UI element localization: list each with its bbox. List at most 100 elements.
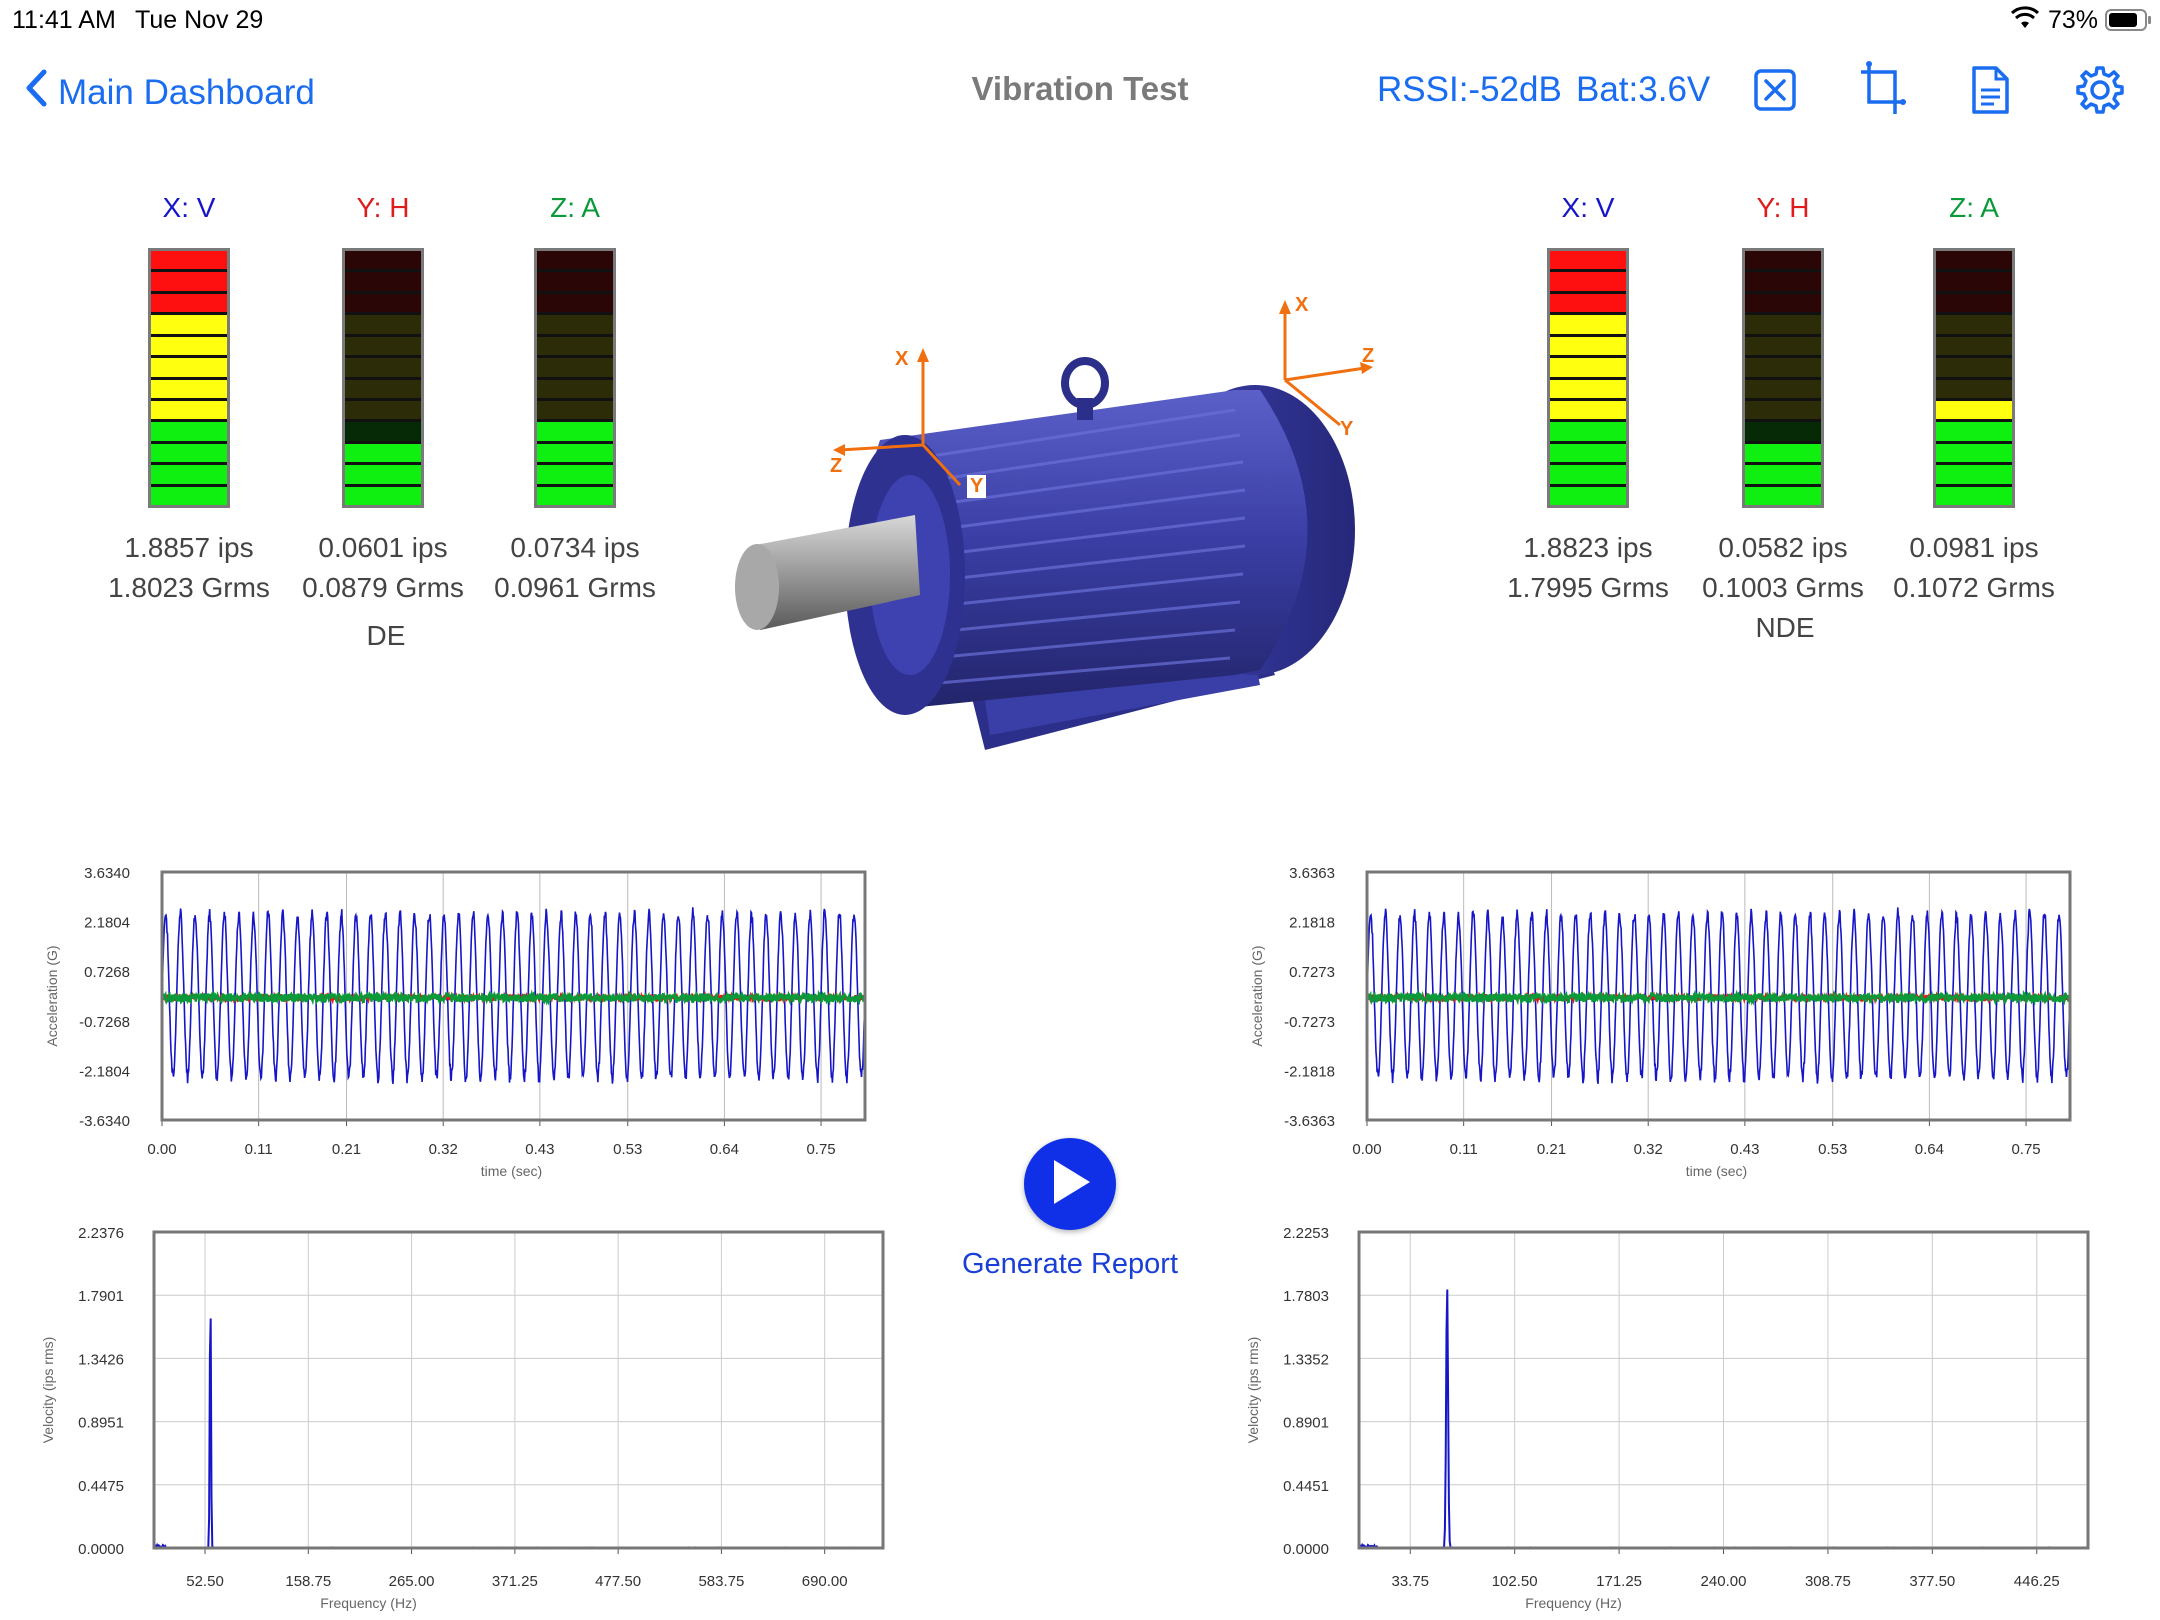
x-tick-label: 0.21 xyxy=(332,1141,361,1158)
de-axis-label-3: Z: A xyxy=(550,192,600,223)
nde-y-axis-label: Y xyxy=(1340,418,1354,440)
crop-icon xyxy=(1859,60,1907,121)
x-tick-label: 240.00 xyxy=(1701,1573,1747,1590)
rssi-readout: RSSI:-52dB xyxy=(1377,70,1562,109)
y-axis-title: Acceleration (G) xyxy=(44,945,60,1046)
meter-segment xyxy=(1745,272,1821,294)
x-axis-title: time (sec) xyxy=(1686,1163,1747,1179)
y-tick-label: -0.7273 xyxy=(1284,1014,1335,1031)
meter-segment xyxy=(1550,465,1626,487)
de-axis-label-2: Y: H xyxy=(356,192,410,223)
battery-voltage: Bat:3.6V xyxy=(1576,70,1711,109)
gear-icon xyxy=(2075,65,2125,120)
meter-segment xyxy=(1936,315,2012,337)
meter-segment xyxy=(537,336,613,359)
meter-segment xyxy=(151,336,227,359)
meter-segment xyxy=(151,465,227,487)
nde-axis-label-2: Y: H xyxy=(1756,192,1810,223)
meter-segment xyxy=(345,315,421,337)
y-tick-label: 2.2253 xyxy=(1283,1225,1329,1242)
page-title: Vibration Test xyxy=(971,70,1189,107)
meter-segment xyxy=(1550,336,1626,359)
y-tick-label: 0.0000 xyxy=(1283,1541,1329,1558)
meter-segment xyxy=(1745,379,1821,401)
x-tick-label: 52.50 xyxy=(186,1573,224,1590)
nde-grms-1: 1.7995 Grms xyxy=(1507,572,1669,603)
y-tick-label: 2.1818 xyxy=(1289,915,1335,932)
nde-fft-chart: 2.2253 1.7803 1.3352 0.8901 0.4451 0.0000 33.7… xyxy=(1245,1225,2090,1611)
y-tick-label: 0.0000 xyxy=(78,1541,124,1558)
nde-grms-2: 0.1003 Grms xyxy=(1702,572,1864,603)
crop-button[interactable] xyxy=(1853,60,1913,120)
meter-segment xyxy=(1745,358,1821,380)
y-tick-label: 0.7268 xyxy=(84,964,130,981)
meter-segment xyxy=(1550,443,1626,466)
y-tick-label: 0.8901 xyxy=(1283,1415,1329,1432)
x-tick-label: 0.11 xyxy=(245,1141,273,1158)
de-x-axis-label: X xyxy=(895,348,909,370)
back-button[interactable]: Main Dashboard xyxy=(24,68,315,117)
meter-segment xyxy=(1745,443,1821,466)
x-tick-label: 0.53 xyxy=(1818,1141,1847,1158)
nde-x-axis-label: X xyxy=(1295,294,1309,316)
play-button[interactable] xyxy=(1024,1138,1116,1230)
de-ips-3: 0.0734 ips xyxy=(510,532,640,563)
settings-button[interactable] xyxy=(2070,62,2130,122)
back-label: Main Dashboard xyxy=(58,72,315,112)
x-tick-label: 0.75 xyxy=(2011,1141,2040,1158)
x-tick-label: 102.50 xyxy=(1492,1573,1538,1590)
x-tick-label: 477.50 xyxy=(595,1573,641,1590)
meter-segment xyxy=(537,379,613,401)
meter-segment xyxy=(151,272,227,294)
y-tick-label: -2.1804 xyxy=(79,1063,130,1080)
y-tick-label: -3.6363 xyxy=(1284,1113,1335,1130)
close-button[interactable] xyxy=(1745,62,1805,122)
close-square-icon xyxy=(1753,68,1797,117)
x-tick-label: 0.11 xyxy=(1450,1141,1478,1158)
meter-segment xyxy=(537,486,613,506)
meter-segment xyxy=(151,358,227,380)
x-tick-label: 0.43 xyxy=(525,1141,554,1158)
nde-meter-2 xyxy=(1742,248,1824,508)
meter-segment xyxy=(1550,400,1626,423)
nde-label: NDE xyxy=(1755,612,1815,643)
meter-segment xyxy=(345,465,421,487)
de-label: DE xyxy=(366,620,406,651)
nde-ips-1: 1.8823 ips xyxy=(1523,532,1653,563)
meter-segment xyxy=(1550,379,1626,401)
x-tick-label: 308.75 xyxy=(1805,1573,1851,1590)
series-line-z xyxy=(160,989,867,1007)
x-tick-label: 0.64 xyxy=(710,1141,739,1158)
x-tick-label: 583.75 xyxy=(698,1573,744,1590)
y-tick-label: -0.7268 xyxy=(79,1014,130,1031)
y-tick-label: 2.2376 xyxy=(78,1225,124,1242)
nde-axis-label-1: X: V xyxy=(1561,192,1615,223)
y-tick-label: -2.1818 xyxy=(1284,1063,1335,1080)
x-tick-label: 0.00 xyxy=(1352,1141,1381,1158)
x-tick-label: 0.53 xyxy=(613,1141,642,1158)
meter-segment xyxy=(1936,293,2012,316)
meter-segment xyxy=(1936,443,2012,466)
x-tick-label: 0.32 xyxy=(429,1141,458,1158)
meter-segment xyxy=(537,443,613,466)
meter-segment xyxy=(345,422,421,444)
spectrum-line xyxy=(153,1318,884,1550)
y-tick-label: 0.8951 xyxy=(78,1415,124,1432)
de-fft-chart: 2.2376 1.7901 1.3426 0.8951 0.4475 0.0000 52.5… xyxy=(40,1225,885,1611)
de-meter-3 xyxy=(534,248,616,508)
status-date: Tue Nov 29 xyxy=(135,6,264,34)
meter-segment xyxy=(1936,400,2012,423)
y-tick-label: 1.7803 xyxy=(1283,1288,1329,1305)
meter-segment xyxy=(537,422,613,444)
report-button[interactable] xyxy=(1960,62,2020,122)
y-tick-label: 1.7901 xyxy=(78,1288,124,1305)
y-tick-label: 0.7273 xyxy=(1289,964,1335,981)
generate-report-button[interactable]: Generate Report xyxy=(961,1248,1178,1280)
x-axis-title: time (sec) xyxy=(481,1163,542,1179)
meter-segment xyxy=(151,486,227,506)
nde-z-axis-label: Z xyxy=(1362,345,1375,367)
meter-segment xyxy=(345,379,421,401)
y-tick-label: 3.6340 xyxy=(84,865,130,882)
meter-segment xyxy=(1550,272,1626,294)
meter-segment xyxy=(537,251,613,273)
